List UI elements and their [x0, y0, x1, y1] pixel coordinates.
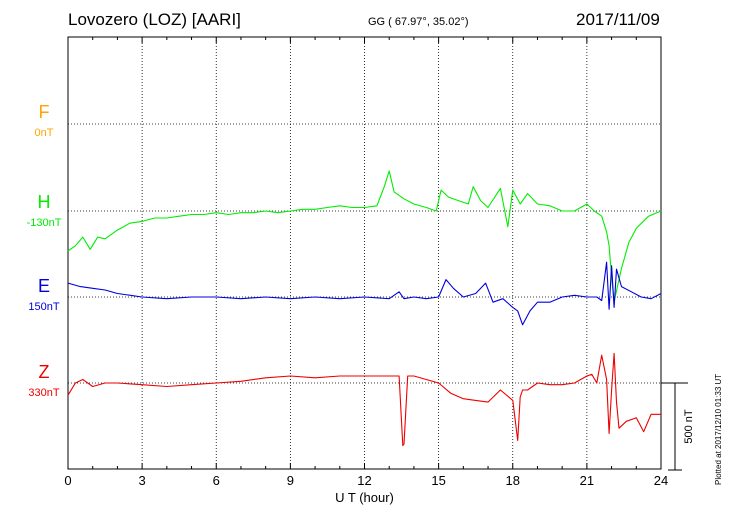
series-line-e [67, 261, 662, 326]
series-label-f: F [39, 102, 50, 122]
station-coordinates: GG ( 67.97°, 35.02°) [368, 16, 469, 28]
x-tick-label: 6 [213, 473, 220, 488]
scale-bar-label: 500 nT [683, 409, 695, 444]
chart-date: 2017/11/09 [576, 10, 660, 29]
series-baseline-z: 330nT [28, 387, 59, 399]
series-line-z [67, 352, 661, 447]
x-tick-label: 21 [580, 473, 594, 488]
chart-title: Lovozero (LOZ) [AARI] [68, 10, 241, 29]
series-baseline-e: 150nT [28, 301, 59, 313]
x-tick-label: 9 [287, 473, 294, 488]
x-tick-label: 3 [139, 473, 146, 488]
x-tick-label: 18 [506, 473, 520, 488]
series-baseline-h: -130nT [27, 217, 62, 229]
series-label-z: Z [39, 362, 50, 382]
x-tick-label: 24 [654, 473, 668, 488]
series-baseline-f: 0nT [35, 127, 54, 139]
series-label-e: E [38, 276, 50, 296]
series-label-h: H [38, 192, 51, 212]
x-tick-label: 12 [357, 473, 371, 488]
x-axis-label: U T (hour) [335, 490, 394, 505]
x-tick-label: 15 [431, 473, 445, 488]
series-line-h [67, 170, 662, 303]
x-tick-label: 0 [64, 473, 71, 488]
